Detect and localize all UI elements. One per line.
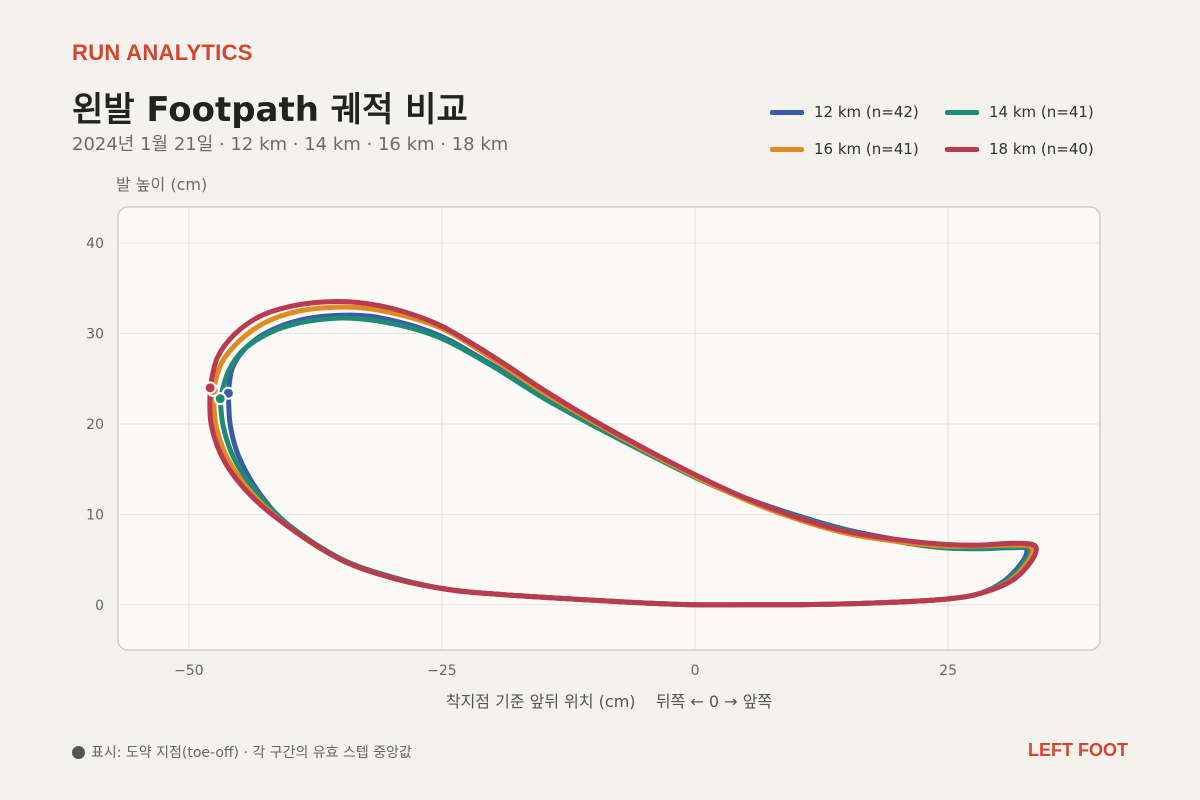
tick-labels: −50 −25 0 25 0 10 20 30 40: [86, 236, 957, 679]
x-tick-label: −25: [427, 663, 457, 679]
footer-note: 표시: 도약 지점(toe-off) · 각 구간의 유효 스텝 중앙값: [72, 742, 412, 762]
grid-lines: [119, 208, 1099, 649]
x-tick-label: 0: [691, 663, 700, 679]
y-tick-label: 20: [86, 417, 104, 433]
x-tick-label: 25: [939, 663, 957, 679]
legend-label-12km: 12 km (n=42): [814, 103, 919, 121]
toe-off-markers: [203, 381, 235, 406]
chart-title: 왼발 Footpath 궤적 비교: [72, 90, 468, 130]
series-lines: [207, 299, 1039, 608]
legend: 12 km (n=42) 14 km (n=41) 16 km (n=41) 1…: [770, 100, 1130, 170]
y-tick-label: 10: [86, 507, 104, 523]
legend-label-18km: 18 km (n=40): [989, 140, 1094, 158]
toe-off-marker-18km: [203, 381, 217, 395]
kicker-label: RUN ANALYTICS: [72, 40, 253, 65]
y-tick-label: 40: [86, 236, 104, 252]
legend-label-14km: 14 km (n=41): [989, 103, 1094, 121]
legend-swatch-16km: [770, 146, 804, 152]
x-axis-label: 착지점 기준 앞뒤 위치 (cm) 뒤쪽 ← 0 → 앞쪽: [446, 692, 772, 711]
y-tick-label: 30: [86, 327, 104, 343]
y-tick-label: 0: [95, 598, 104, 614]
footer-note-text: 표시: 도약 지점(toe-off) · 각 구간의 유효 스텝 중앙값: [91, 745, 412, 761]
legend-swatch-14km: [945, 109, 979, 115]
legend-item-18km[interactable]: 18 km (n=40): [945, 137, 1094, 161]
legend-item-12km[interactable]: 12 km (n=42): [770, 100, 919, 124]
legend-swatch-18km: [945, 146, 979, 152]
series-line-18km: [207, 299, 1039, 608]
legend-label-16km: 16 km (n=41): [814, 140, 919, 158]
x-tick-label: −50: [174, 663, 204, 679]
toe-off-dot-icon: [72, 745, 85, 759]
legend-item-14km[interactable]: 14 km (n=41): [945, 100, 1094, 124]
chart-subtitle: 2024년 1월 21일 · 12 km · 14 km · 16 km · 1…: [72, 134, 509, 155]
toe-off-marker-14km: [213, 392, 227, 406]
footer-tag: LEFT FOOT: [1028, 740, 1128, 760]
legend-item-16km[interactable]: 16 km (n=41): [770, 137, 919, 161]
y-axis-label: 발 높이 (cm): [116, 175, 207, 194]
legend-swatch-12km: [770, 109, 804, 115]
